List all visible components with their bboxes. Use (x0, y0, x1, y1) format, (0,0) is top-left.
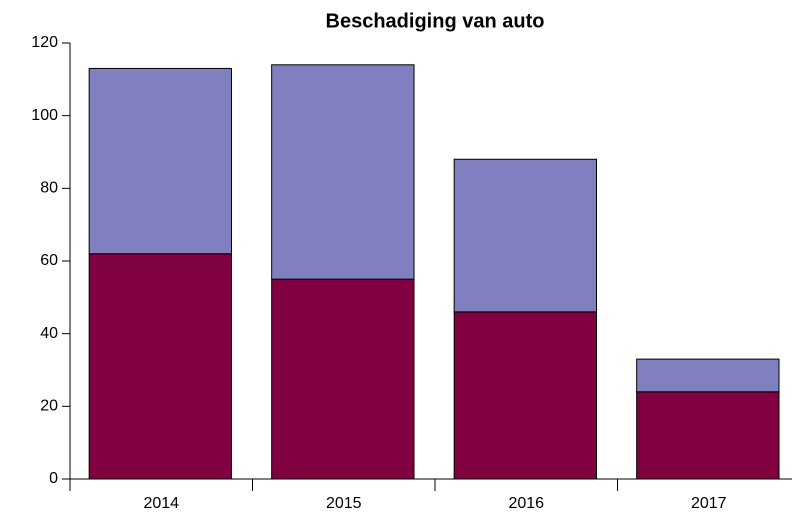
bar-segment (453, 158, 598, 313)
bar-segment (453, 311, 598, 480)
x-tick-label: 2015 (326, 495, 362, 512)
y-tick-label: 20 (40, 398, 58, 415)
y-tick-label: 40 (40, 325, 58, 342)
chart-title: Beschadiging van auto (326, 10, 545, 32)
bar-segment (271, 278, 415, 480)
x-tick-label: 2017 (691, 495, 727, 512)
bar-segment (88, 253, 233, 480)
x-tick-label: 2014 (143, 495, 179, 512)
y-tick-label: 100 (31, 107, 58, 124)
y-tick-label: 120 (31, 34, 58, 51)
y-tick-label: 60 (40, 252, 58, 269)
bar-segment (636, 391, 780, 480)
y-tick-label: 80 (40, 180, 58, 197)
bar-segment (271, 64, 415, 280)
bar-segment (636, 358, 780, 393)
x-tick-label: 2016 (508, 495, 544, 512)
bar-segment (88, 67, 233, 255)
y-tick-label: 0 (49, 470, 58, 487)
